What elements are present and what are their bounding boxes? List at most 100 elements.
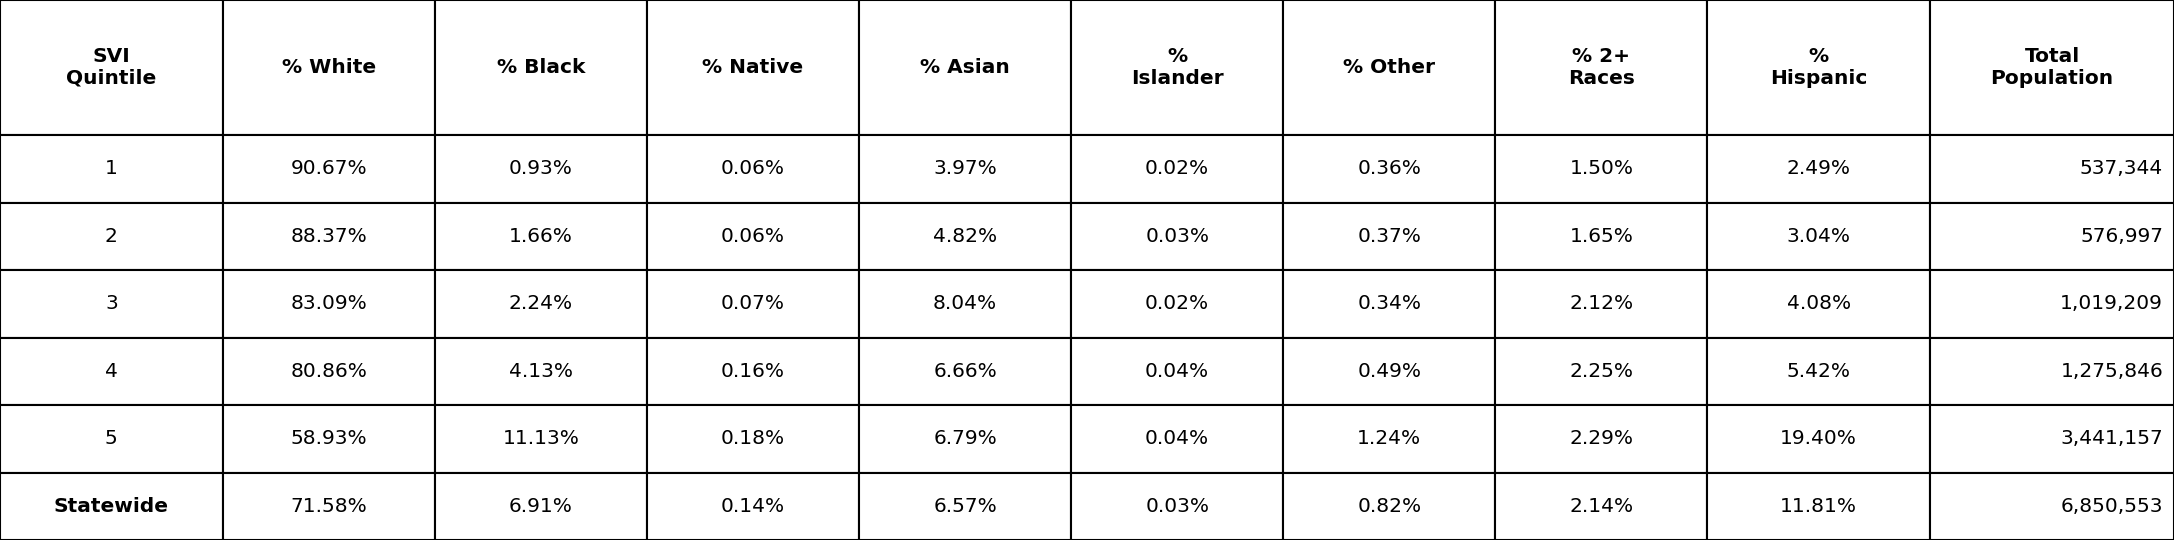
Text: 0.16%: 0.16% [722, 362, 785, 381]
Bar [1283, 0, 1496, 135]
Bar [1931, 135, 2174, 202]
Text: 6.91%: 6.91% [509, 497, 572, 516]
Text: SVI
Quintile: SVI Quintile [65, 47, 157, 88]
Bar [1931, 405, 2174, 472]
Text: 3,441,157: 3,441,157 [2061, 429, 2163, 448]
Text: 1.65%: 1.65% [1570, 227, 1633, 246]
Bar [1283, 270, 1496, 338]
Bar [222, 270, 435, 338]
Text: 0.04%: 0.04% [1146, 429, 1209, 448]
Bar [1496, 472, 1707, 540]
Text: 8.04%: 8.04% [933, 294, 998, 313]
Text: 0.37%: 0.37% [1357, 227, 1422, 246]
Bar [1707, 472, 1931, 540]
Text: 1: 1 [104, 159, 117, 178]
Bar [648, 338, 859, 405]
Bar [435, 405, 648, 472]
Text: 4: 4 [104, 362, 117, 381]
Bar [1072, 405, 1283, 472]
Text: 0.03%: 0.03% [1146, 227, 1209, 246]
Text: 0.49%: 0.49% [1357, 362, 1422, 381]
Bar [0, 472, 222, 540]
Text: 2.12%: 2.12% [1570, 294, 1633, 313]
Text: 6,850,553: 6,850,553 [2061, 497, 2163, 516]
Bar [0, 202, 222, 270]
Bar [1072, 338, 1283, 405]
Text: % Black: % Black [496, 58, 585, 77]
Bar [1283, 338, 1496, 405]
Bar [0, 405, 222, 472]
Bar [435, 202, 648, 270]
Text: 3.04%: 3.04% [1787, 227, 1850, 246]
Bar [859, 202, 1072, 270]
Bar [435, 135, 648, 202]
Bar [0, 0, 222, 135]
Bar [222, 135, 435, 202]
Bar [859, 270, 1072, 338]
Bar [648, 472, 859, 540]
Text: 0.07%: 0.07% [722, 294, 785, 313]
Bar [1496, 270, 1707, 338]
Text: 5: 5 [104, 429, 117, 448]
Bar [1496, 202, 1707, 270]
Text: 88.37%: 88.37% [291, 227, 367, 246]
Text: 2.29%: 2.29% [1570, 429, 1633, 448]
Bar [1072, 135, 1283, 202]
Text: 537,344: 537,344 [2081, 159, 2163, 178]
Bar [1072, 202, 1283, 270]
Text: 3: 3 [104, 294, 117, 313]
Bar [435, 338, 648, 405]
Text: 0.93%: 0.93% [509, 159, 572, 178]
Bar [1496, 135, 1707, 202]
Bar [1072, 270, 1283, 338]
Bar [435, 0, 648, 135]
Bar [1707, 0, 1931, 135]
Text: 1.24%: 1.24% [1357, 429, 1422, 448]
Text: 0.06%: 0.06% [722, 227, 785, 246]
Bar [1707, 270, 1931, 338]
Text: Total
Population: Total Population [1991, 47, 2113, 88]
Bar [1707, 135, 1931, 202]
Text: 2.14%: 2.14% [1570, 497, 1633, 516]
Text: % Asian: % Asian [920, 58, 1011, 77]
Bar [859, 135, 1072, 202]
Bar [648, 270, 859, 338]
Text: 1,019,209: 1,019,209 [2061, 294, 2163, 313]
Text: 58.93%: 58.93% [291, 429, 367, 448]
Bar [435, 270, 648, 338]
Bar [1707, 202, 1931, 270]
Bar [1931, 472, 2174, 540]
Text: % 2+
Races: % 2+ Races [1567, 47, 1635, 88]
Bar [648, 405, 859, 472]
Bar [1283, 135, 1496, 202]
Bar [222, 0, 435, 135]
Bar [1283, 202, 1496, 270]
Text: 0.18%: 0.18% [722, 429, 785, 448]
Bar [1931, 270, 2174, 338]
Text: 1.50%: 1.50% [1570, 159, 1633, 178]
Text: 6.79%: 6.79% [933, 429, 998, 448]
Text: 71.58%: 71.58% [291, 497, 367, 516]
Bar [1931, 202, 2174, 270]
Text: 19.40%: 19.40% [1781, 429, 1857, 448]
Bar [648, 0, 859, 135]
Text: 0.02%: 0.02% [1146, 294, 1209, 313]
Bar [435, 472, 648, 540]
Text: 4.13%: 4.13% [509, 362, 572, 381]
Bar [1072, 0, 1283, 135]
Bar [1072, 472, 1283, 540]
Text: 0.04%: 0.04% [1146, 362, 1209, 381]
Text: 11.81%: 11.81% [1781, 497, 1857, 516]
Text: 90.67%: 90.67% [291, 159, 367, 178]
Bar [1707, 405, 1931, 472]
Text: 80.86%: 80.86% [291, 362, 367, 381]
Text: 2.25%: 2.25% [1570, 362, 1633, 381]
Text: 0.34%: 0.34% [1357, 294, 1422, 313]
Text: 0.14%: 0.14% [722, 497, 785, 516]
Bar [859, 405, 1072, 472]
Bar [648, 202, 859, 270]
Text: 0.06%: 0.06% [722, 159, 785, 178]
Bar [1931, 0, 2174, 135]
Bar [0, 270, 222, 338]
Text: 2.49%: 2.49% [1787, 159, 1850, 178]
